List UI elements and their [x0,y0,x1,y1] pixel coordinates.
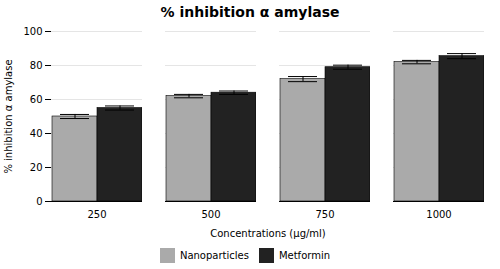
svg-text:60: 60 [30,94,43,105]
svg-text:40: 40 [30,128,43,139]
svg-text:100: 100 [23,26,42,37]
svg-text:750: 750 [315,209,334,220]
svg-text:250: 250 [87,209,106,220]
svg-text:80: 80 [30,60,43,71]
svg-text:% inhibition α amylase: % inhibition α amylase [3,59,14,173]
svg-text:500: 500 [201,209,220,220]
html-text:% inhibition α amylase: % inhibition α amylase [160,4,340,20]
svg-text:20: 20 [30,162,43,173]
html-text:Metformin: Metformin [278,250,331,261]
svg-text:0: 0 [36,196,42,207]
svg-text:1000: 1000 [426,209,451,220]
html-text:Nanoparticles: Nanoparticles [179,250,249,261]
svg-text:Concentrations (µg/ml): Concentrations (µg/ml) [210,228,326,239]
